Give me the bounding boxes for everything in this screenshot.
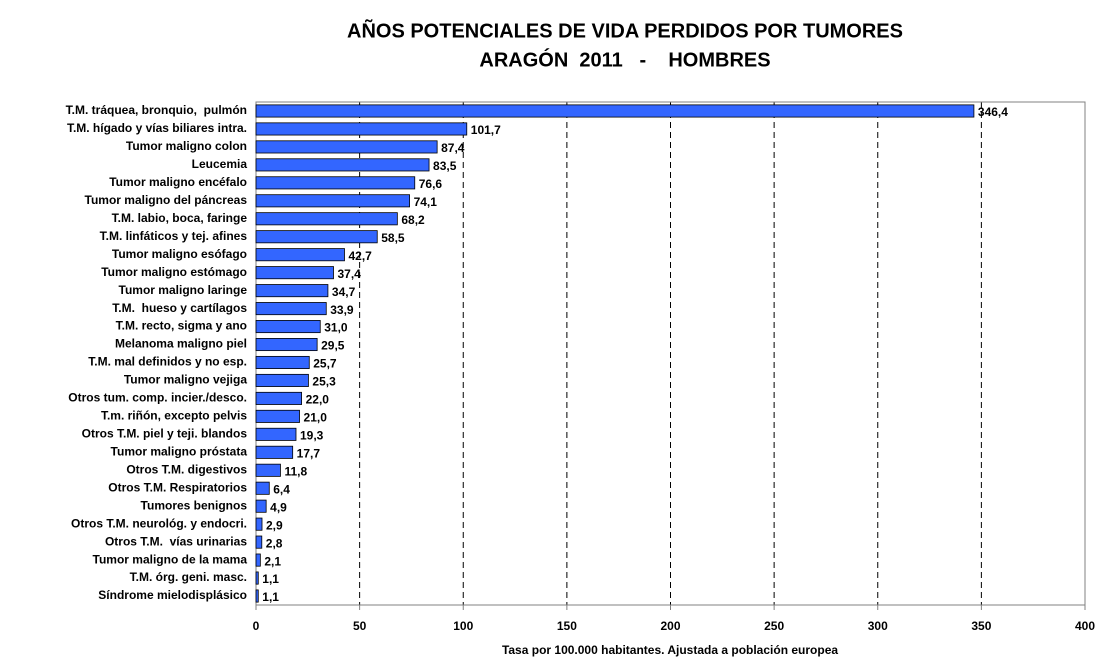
y-tick-label: Otros T.M. vías urinarias (105, 534, 247, 548)
bar (255, 463, 281, 477)
bar (255, 391, 302, 405)
bar (255, 445, 294, 459)
y-tick-label: Otros T.M. digestivos (126, 462, 247, 476)
bar (255, 320, 321, 334)
value-label: 42,7 (348, 249, 372, 263)
bar (255, 230, 378, 244)
bar (255, 302, 327, 316)
bar (255, 212, 398, 226)
bar (255, 355, 310, 369)
y-tick-label: T.M. hígado y vías biliares intra. (67, 121, 247, 135)
x-axis-label: Tasa por 100.000 habitantes. Ajustada a … (502, 643, 838, 657)
y-tick-label: Tumor maligno colon (126, 139, 247, 153)
y-tick-label: T.M. recto, sigma y ano (116, 319, 247, 333)
value-label: 2,9 (266, 518, 283, 532)
value-label: 74,1 (414, 195, 438, 209)
bar (255, 284, 329, 298)
y-tick-label: Tumor maligno esófago (112, 247, 247, 261)
value-label: 11,8 (284, 464, 307, 478)
value-label: 346,4 (978, 105, 1008, 119)
y-tick-label: Otros T.M. neurológ. y endocri. (71, 516, 247, 530)
bar (255, 535, 263, 549)
y-tick-label: T.M. linfáticos y tej. afines (100, 229, 248, 243)
bar (255, 373, 309, 387)
y-tick-label: Otros tum. comp. incier./desco. (68, 391, 247, 405)
value-label: 22,0 (306, 393, 330, 407)
value-label: 33,9 (330, 303, 354, 317)
y-tick-label: Tumor maligno del páncreas (85, 193, 248, 207)
bar (255, 481, 270, 495)
value-label: 76,6 (419, 177, 443, 191)
bar (255, 553, 261, 567)
y-tick-label: Tumor maligno laringe (119, 283, 248, 297)
bar (255, 194, 410, 208)
value-label: 25,7 (313, 357, 337, 371)
value-label: 1,1 (262, 590, 279, 604)
y-tick-label: T.M. tráquea, bronquio, pulmón (66, 103, 247, 117)
x-tick-label: 0 (253, 619, 260, 633)
y-tick-label: T.M. mal definidos y no esp. (88, 355, 247, 369)
y-tick-label: Tumor maligno próstata (111, 444, 248, 458)
x-tick-label: 300 (868, 619, 888, 633)
value-label: 2,8 (266, 536, 283, 550)
y-tick-label: Otros T.M. piel y teji. blandos (82, 427, 248, 441)
bar (255, 409, 300, 423)
value-label: 37,4 (338, 267, 362, 281)
x-tick-label: 50 (353, 619, 367, 633)
bar (255, 140, 438, 154)
bar (255, 589, 259, 603)
y-tick-label: Tumor maligno de la mama (93, 552, 248, 566)
value-label: 101,7 (471, 123, 501, 137)
bar (255, 176, 416, 190)
value-label: 68,2 (401, 213, 425, 227)
y-tick-label: T.M. labio, boca, faringe (112, 211, 248, 225)
value-label: 25,3 (312, 375, 336, 389)
value-label: 87,4 (441, 141, 465, 155)
value-label: 1,1 (262, 572, 279, 586)
x-tick-label: 350 (971, 619, 991, 633)
bar (255, 248, 345, 262)
x-tick-label: 200 (660, 619, 680, 633)
y-tick-label: Síndrome mielodisplásico (98, 588, 247, 602)
bar (255, 122, 468, 136)
plot-border (255, 101, 1086, 606)
y-tick-label: Tumores benignos (141, 498, 248, 512)
x-tick-label: 150 (557, 619, 577, 633)
value-label: 58,5 (381, 231, 405, 245)
y-tick-label: Otros T.M. Respiratorios (108, 480, 247, 494)
bar (255, 266, 334, 280)
bar (255, 427, 297, 441)
x-tick-label: 400 (1075, 619, 1095, 633)
value-label: 21,0 (304, 411, 328, 425)
y-tick-label: T.M. órg. geni. masc. (130, 570, 247, 584)
bar (255, 104, 975, 118)
value-label: 2,1 (264, 554, 281, 568)
value-label: 34,7 (332, 285, 356, 299)
chart-title: AÑOS POTENCIALES DE VIDA PERDIDOS POR TU… (347, 19, 903, 42)
y-tick-label: Tumor maligno encéfalo (109, 175, 247, 189)
bar (255, 499, 267, 513)
value-label: 6,4 (273, 482, 290, 496)
value-label: 31,0 (324, 321, 348, 335)
y-tick-label: Tumor maligno vejiga (124, 373, 247, 387)
value-label: 17,7 (297, 446, 321, 460)
value-label: 83,5 (433, 159, 457, 173)
y-tick-label: Tumor maligno estómago (101, 265, 247, 279)
y-tick-label: T.m. riñón, excepto pelvis (101, 409, 247, 423)
bar (255, 158, 430, 172)
value-label: 19,3 (300, 429, 324, 443)
y-tick-label: Leucemia (192, 157, 248, 171)
bar (255, 571, 259, 585)
bar (255, 517, 263, 531)
y-tick-label: T.M. hueso y cartílagos (112, 301, 247, 315)
y-tick-label: Melanoma maligno piel (115, 337, 247, 351)
bar (255, 338, 318, 352)
value-label: 29,5 (321, 339, 345, 353)
value-label: 4,9 (270, 500, 287, 514)
chart-title: ARAGÓN 2011 - HOMBRES (479, 47, 770, 71)
x-tick-label: 250 (764, 619, 784, 633)
x-tick-label: 100 (453, 619, 473, 633)
